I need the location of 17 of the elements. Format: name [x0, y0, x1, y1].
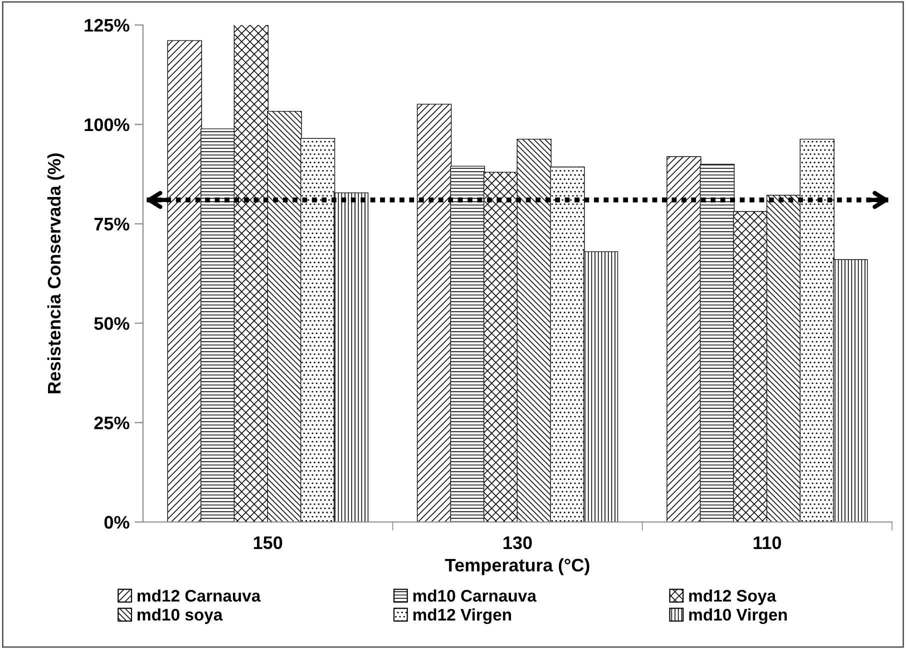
x-axis-title: Temperatura (°C) — [445, 558, 590, 576]
y-tick-label: 100% — [84, 118, 130, 132]
y-tick-label: 75% — [94, 218, 130, 231]
legend-label: md12 Soya — [689, 589, 776, 605]
legend-label: md12 Virgen — [413, 608, 512, 624]
y-tick-label: 0% — [104, 516, 130, 529]
y-tick-label: 50% — [94, 317, 130, 330]
legend-label: md10 Virgen — [689, 608, 787, 624]
legend-label: md12 Carnauva — [138, 589, 261, 602]
legend-label: md10 Carnauva — [413, 589, 537, 602]
x-tick-label: 150 — [254, 536, 282, 550]
y-axis-title: Resistencia Conservada (%) — [47, 153, 64, 394]
y-tick-label: 25% — [94, 416, 130, 430]
y-tick-label: 125% — [84, 18, 130, 32]
x-tick-label: 130 — [504, 536, 532, 550]
legend-label: md10 soya — [138, 608, 223, 624]
x-tick-label: 110 — [754, 536, 781, 550]
